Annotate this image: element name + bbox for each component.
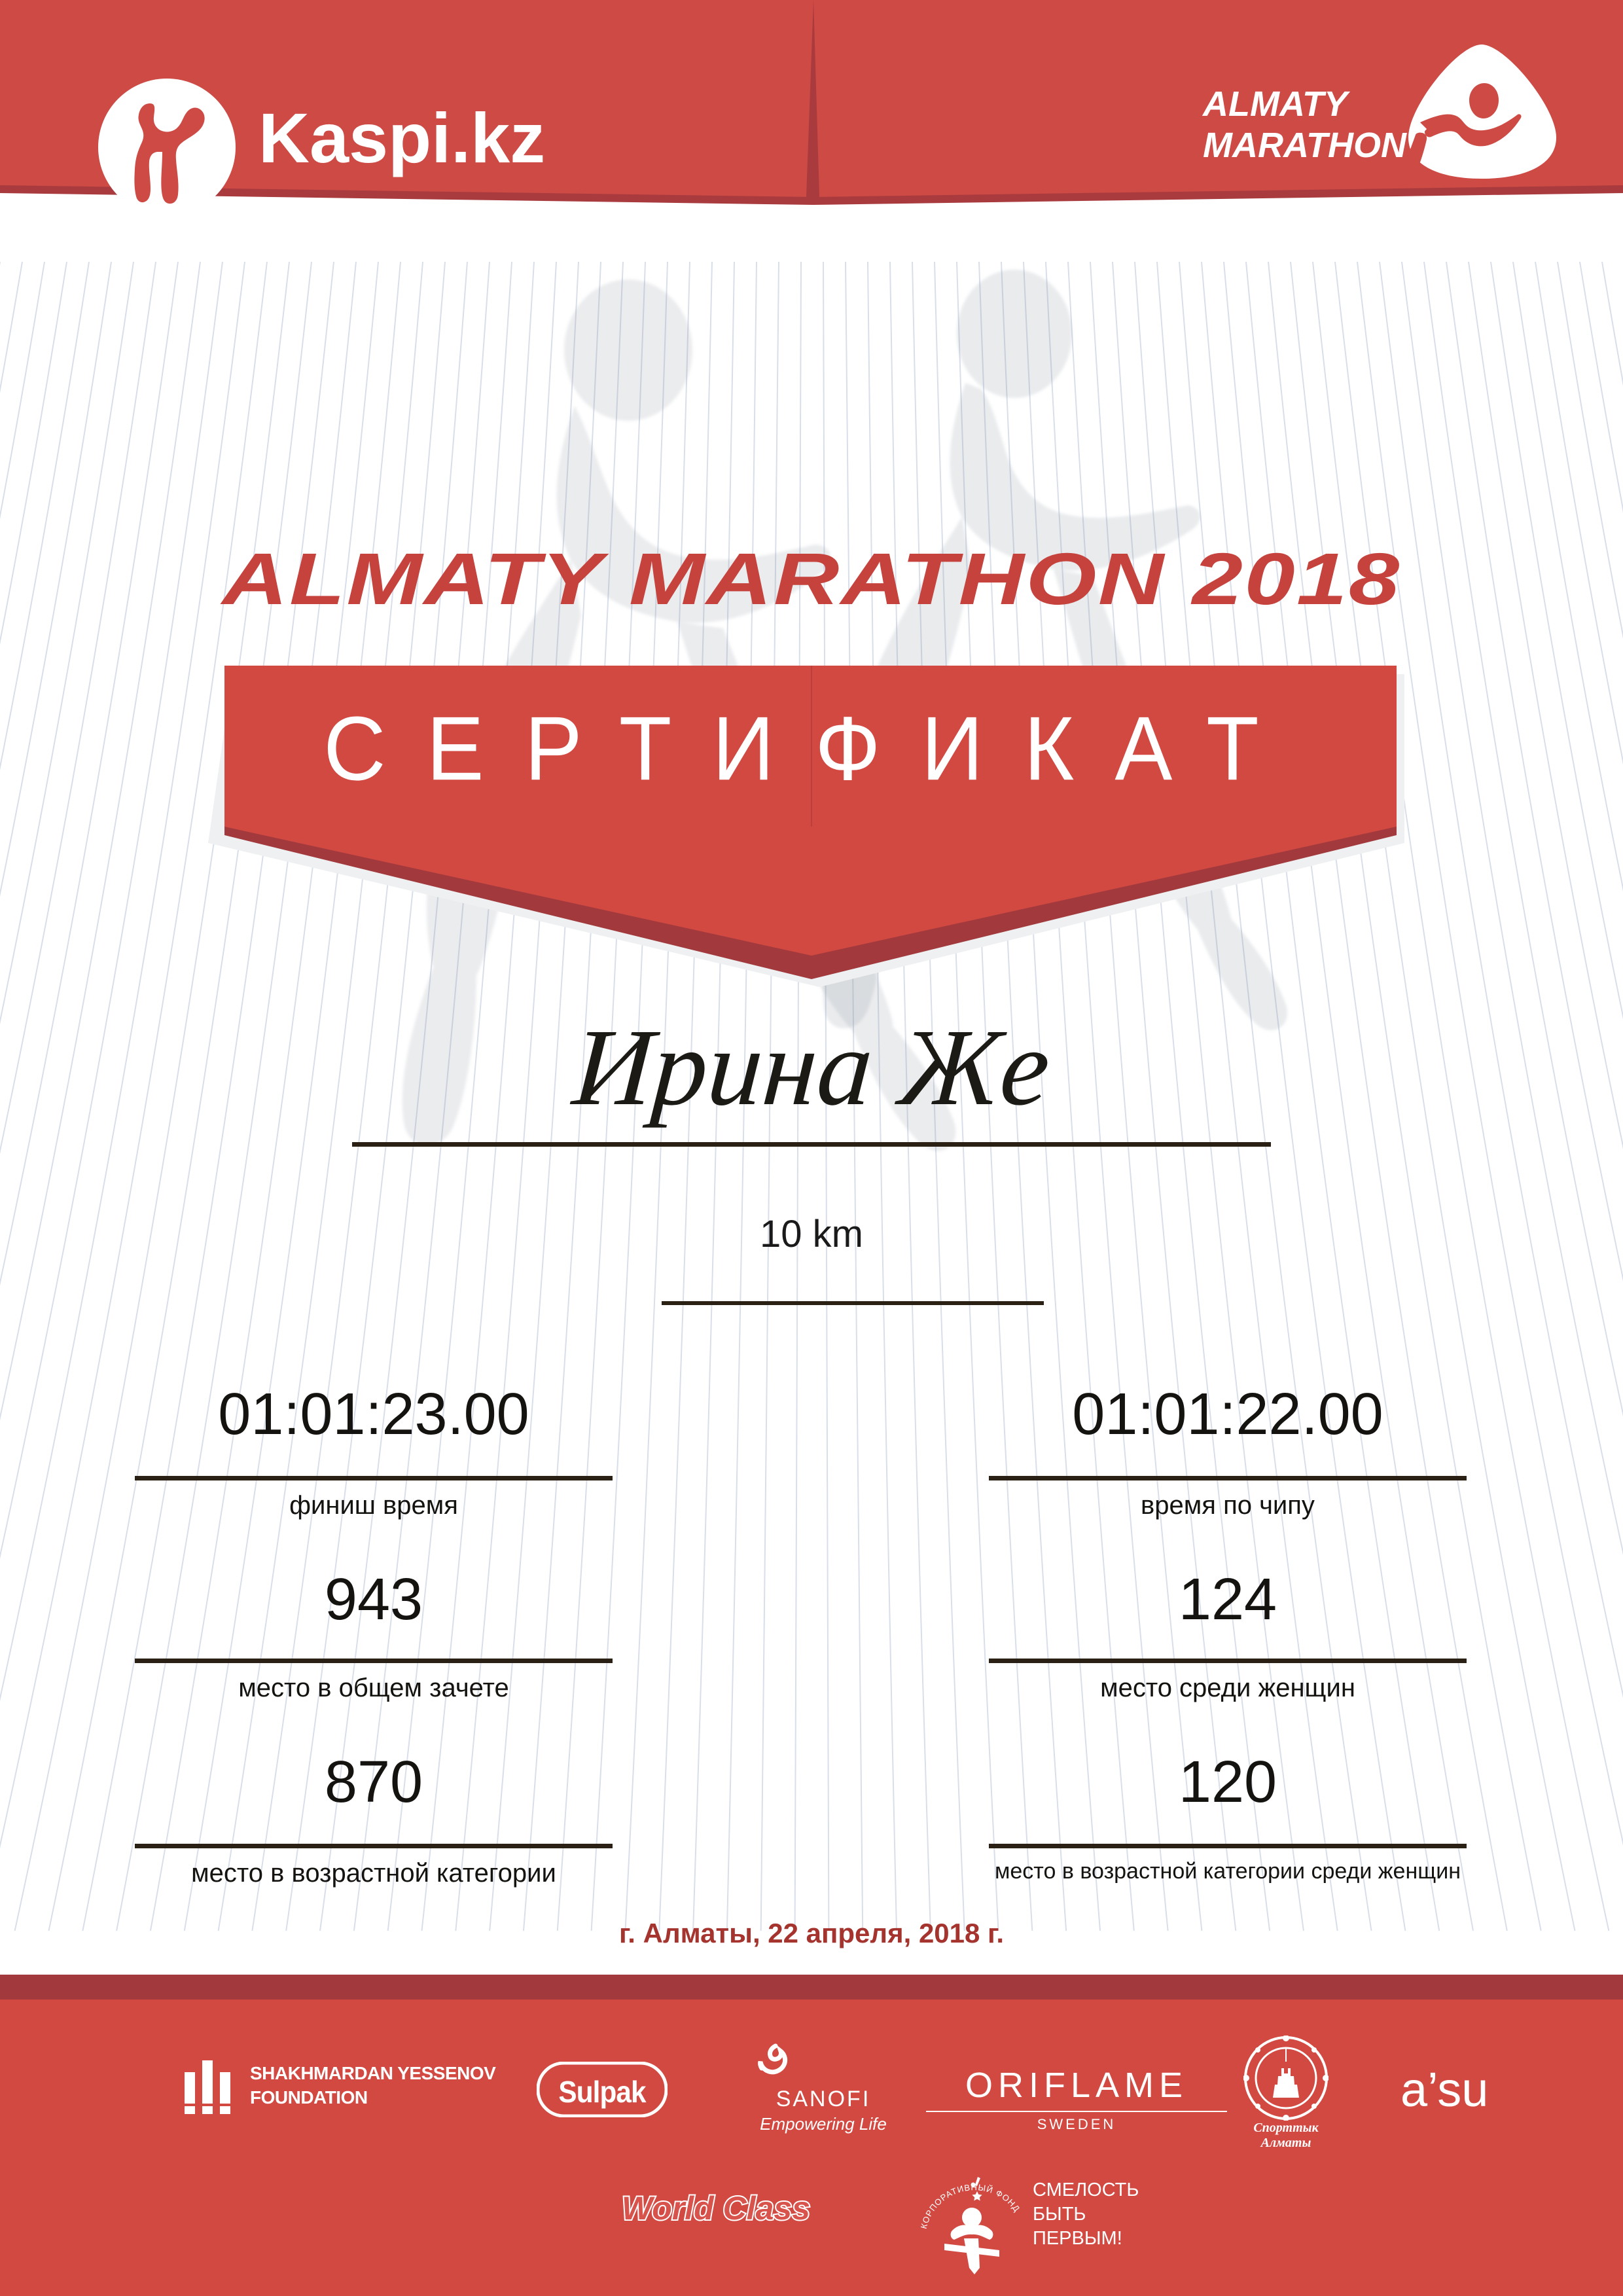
svg-text:Sulpak: Sulpak: [558, 2075, 647, 2109]
